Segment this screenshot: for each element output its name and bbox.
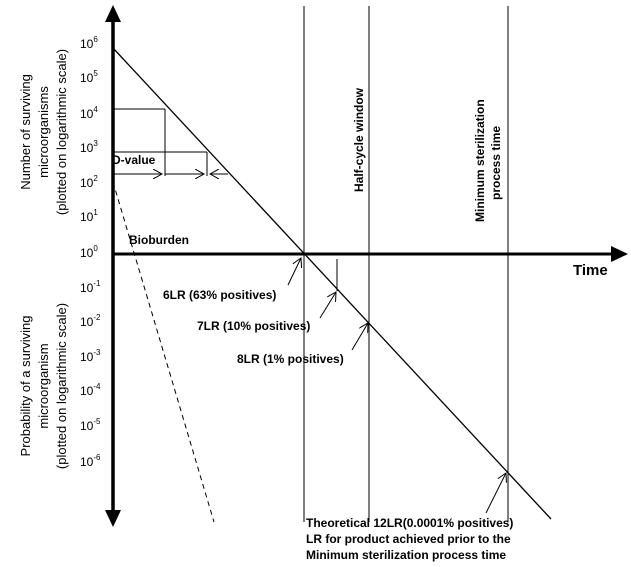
y-tick-1e2: 102 [80,174,98,190]
lower-y-title-line3: (plotted on logarithmic scale) [54,303,69,469]
footnote-line1: Theoretical 12LR(0.0001% positives) [306,516,513,530]
y-tick-1e-6: 10-6 [80,453,101,469]
lower-y-title: Probability of a surviving microorganism… [18,303,69,469]
upper-y-title: Number of surviving microorganisms (plot… [18,49,69,215]
lr12-arrow [485,473,506,514]
y-tick-1e6: 106 [80,35,98,51]
y-tick-1e-1: 10-1 [80,279,101,295]
y-tick-1e-4: 10-4 [80,382,101,398]
y-tick-1e3: 103 [80,139,98,155]
min-sterilization-label-line1: Minimum sterilization [473,99,487,222]
lr6-arrow [287,258,301,286]
y-tick-1e-3: 10-3 [80,348,101,364]
lr7-arrow [319,292,336,319]
lr8-label: 8LR (1% positives) [237,352,344,366]
y-axis-bottom-arrow [105,510,121,527]
lower-y-title-line2: microorganism [36,343,51,428]
upper-y-title-line1: Number of surviving [18,74,33,190]
footnote-line3: Minimum sterilization process time [306,548,506,562]
lr6-label: 6LR (63% positives) [163,288,276,302]
y-tick-1e-5: 10-5 [80,417,101,433]
half-cycle-label: Half-cycle window [352,87,366,192]
footnote-line2: LR for product achieved prior to the [306,532,511,546]
y-tick-1e-2: 10-2 [80,313,101,329]
y-tick-1e1: 101 [80,208,98,224]
y-tick-1e0: 100 [80,244,98,260]
min-sterilization-label-line2: process time [489,126,503,200]
upper-y-title-line3: (plotted on logarithmic scale) [54,49,69,215]
y-axis-top-arrow [105,5,121,22]
x-axis-arrow [611,246,628,262]
y-tick-1e4: 104 [80,105,98,121]
min-sterilization-label: Minimum sterilization process time [473,99,503,222]
upper-y-title-line2: microorganisms [36,86,51,178]
time-label: Time [573,262,608,279]
d-value-steps [113,108,208,176]
d-value-label: D-value [112,153,156,167]
y-tick-labels: 106 105 104 103 102 101 100 10-1 10-2 10… [80,35,101,469]
lr7-label: 7LR (10% positives) [197,319,310,333]
bioburden-label: Bioburden [129,233,189,247]
y-tick-1e5: 105 [80,69,98,85]
lr8-arrow [351,323,368,351]
lower-y-title-line1: Probability of a surviving [18,316,33,457]
kill-curve-line [112,47,552,520]
